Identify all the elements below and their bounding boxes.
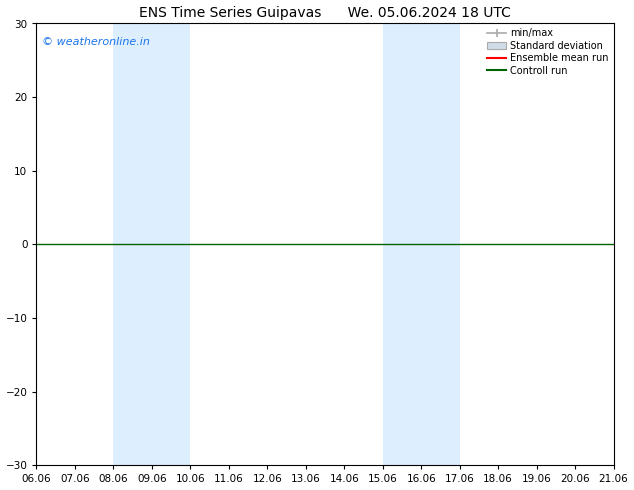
Title: ENS Time Series Guipavas      We. 05.06.2024 18 UTC: ENS Time Series Guipavas We. 05.06.2024 … <box>139 5 511 20</box>
Bar <box>113 24 190 465</box>
Text: © weatheronline.in: © weatheronline.in <box>42 37 150 47</box>
Legend: min/max, Standard deviation, Ensemble mean run, Controll run: min/max, Standard deviation, Ensemble me… <box>485 26 611 77</box>
Bar <box>383 24 460 465</box>
